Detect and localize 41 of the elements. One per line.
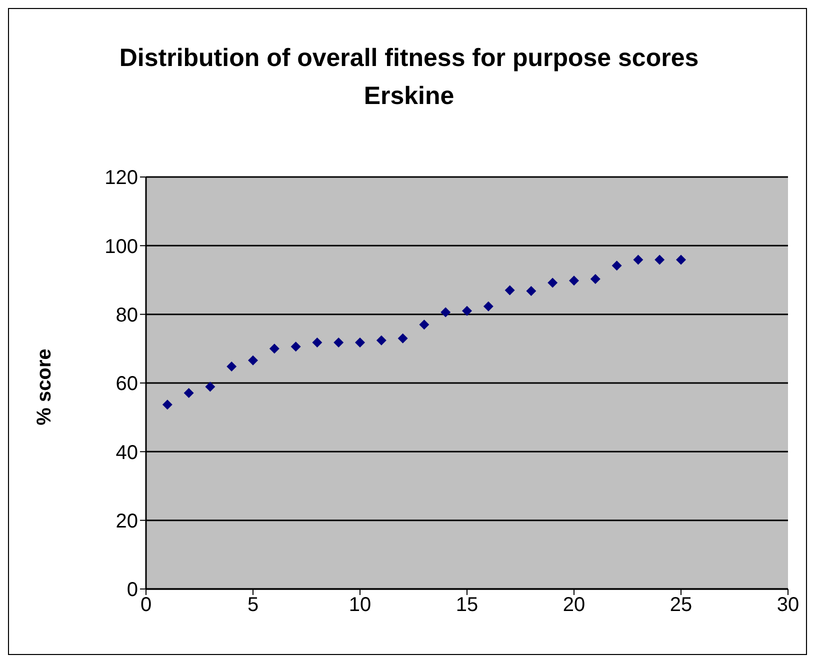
- point: [590, 274, 600, 284]
- point: [569, 276, 579, 286]
- point: [290, 342, 301, 352]
- point: [398, 333, 408, 344]
- y-tick-label: 80: [116, 304, 138, 326]
- point: [376, 335, 386, 346]
- x-tick-label: 20: [562, 594, 586, 616]
- y-tick-label: 120: [104, 167, 138, 190]
- x-tick-label: 10: [348, 594, 372, 616]
- point: [483, 301, 494, 312]
- point: [548, 278, 558, 288]
- x-tick-label: 0: [140, 594, 152, 616]
- point: [654, 254, 665, 265]
- point: [612, 260, 622, 271]
- point: [633, 254, 644, 265]
- y-tick-label: 40: [116, 442, 138, 464]
- x-tick-label: 30: [776, 594, 800, 616]
- y-tick-label: 60: [116, 373, 138, 396]
- point: [162, 400, 172, 410]
- point: [248, 355, 258, 366]
- x-tick-label: 5: [247, 594, 259, 616]
- point: [504, 285, 515, 296]
- point: [334, 337, 344, 348]
- point: [462, 306, 472, 316]
- point: [205, 382, 216, 392]
- y-tick-label: 0: [126, 579, 138, 602]
- point: [184, 388, 194, 398]
- y-axis-title: % score: [34, 348, 56, 426]
- y-tick-label: 100: [104, 236, 138, 258]
- point: [526, 286, 536, 296]
- point: [419, 320, 430, 330]
- point: [312, 337, 322, 348]
- point: [440, 307, 451, 318]
- point: [676, 254, 686, 265]
- y-tick-label: 20: [116, 510, 138, 532]
- point: [355, 337, 365, 348]
- chart-title: Distribution of overall fitness for purpose scores Erskine: [118, 43, 700, 112]
- x-tick-label: 15: [456, 594, 478, 616]
- x-tick-label: 25: [670, 594, 692, 616]
- point: [269, 344, 280, 354]
- point: [226, 362, 237, 372]
